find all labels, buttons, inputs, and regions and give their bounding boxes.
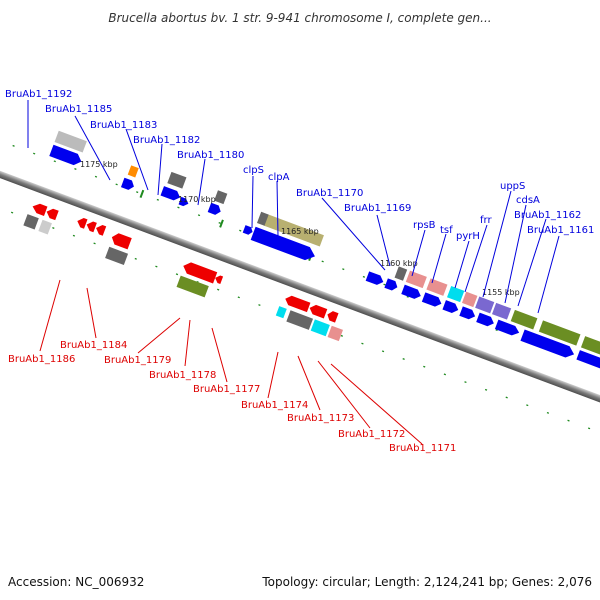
gene-label: BruAb1_1185 <box>45 104 112 115</box>
gene-BruAb1_1178 <box>176 275 209 298</box>
gene-label: clpA <box>268 172 290 183</box>
gene-cdsA <box>510 309 538 330</box>
cds-arrow-rev <box>285 295 311 313</box>
gene-clpA <box>263 214 324 247</box>
cds-arrow <box>421 292 442 307</box>
gene-label: BruAb1_1186 <box>8 354 75 365</box>
gene-label: uppS <box>500 181 525 192</box>
cds-arrow-rev <box>215 275 224 285</box>
cds-arrow-rev <box>96 225 107 236</box>
cds-arrow <box>365 271 384 285</box>
gene-label: BruAb1_1173 <box>287 413 354 424</box>
cds-arrow <box>242 225 253 235</box>
cds-arrow <box>442 300 459 313</box>
cds-arrow-rev <box>86 221 97 233</box>
gene-label: BruAb1_1178 <box>149 370 216 381</box>
gene-label: cdsA <box>516 195 540 206</box>
gene-rpsB <box>405 270 427 289</box>
tick-label: 1155 kbp <box>482 288 520 297</box>
cds-arrow <box>207 202 221 215</box>
gene-label: frr <box>480 215 492 226</box>
cds-arrow <box>576 350 600 369</box>
gene-label: BruAb1_1169 <box>344 203 411 214</box>
cds-arrow <box>49 144 82 166</box>
gene-label: BruAb1_1172 <box>338 429 405 440</box>
gene-BruAb1_1173 <box>286 310 314 330</box>
gene-clpS <box>256 211 269 226</box>
cds-arrow-rev <box>111 233 132 250</box>
reverse-genes <box>23 203 343 342</box>
tick-label: 1170 kbp <box>178 195 216 204</box>
gene-label: BruAb1_1184 <box>60 340 127 351</box>
forward-labels: BruAb1_1192 BruAb1_1185 BruAb1_1183 BruA… <box>5 89 594 242</box>
cds-arrow-rev <box>309 304 328 319</box>
gene-BruAb1_1183 <box>167 171 187 189</box>
cds-arrow <box>178 196 189 207</box>
reverse-leaders <box>39 279 423 445</box>
cds-arrow <box>384 278 398 291</box>
gene-BruAb1_1162 <box>538 320 581 346</box>
gene-cyan <box>275 306 287 319</box>
gene-BruAb1_1192 <box>54 130 87 153</box>
chromosome-backbone <box>0 150 600 423</box>
gene-orange <box>127 165 139 178</box>
gene-label: pyrH <box>456 231 480 242</box>
cds-arrow <box>494 319 520 336</box>
gene-label: BruAb1_1179 <box>104 355 171 366</box>
cds-arrow <box>520 329 575 358</box>
gene-BruAb1_1172 <box>310 319 330 337</box>
tick-label: 1175 kbp <box>80 160 118 169</box>
gene-label: rpsB <box>413 220 436 231</box>
gene-label: BruAb1_1174 <box>241 400 308 411</box>
forward-genes <box>49 130 600 369</box>
gene-label: BruAb1_1170 <box>296 188 363 199</box>
reverse-labels: BruAb1_1186 BruAb1_1184 BruAb1_1179 BruA… <box>8 340 456 454</box>
gene-BruAb1_1161 <box>580 336 600 358</box>
cds-arrow-rev <box>327 311 339 323</box>
gene-BruAb1_1184 <box>105 246 129 266</box>
gene-label: BruAb1_1171 <box>389 443 456 454</box>
gene-label: tsf <box>440 225 453 236</box>
cds-arrow <box>476 312 494 327</box>
cds-arrow <box>401 284 421 299</box>
gene-BruAb1_1170 <box>394 266 408 281</box>
cds-arrow-clpA <box>250 226 315 261</box>
cds-arrow-rev <box>32 203 48 216</box>
gene-BruAb1_1186 <box>23 214 39 230</box>
gene-BruAb1_1171 <box>327 325 343 342</box>
gene-label: BruAb1_1161 <box>527 225 594 236</box>
cds-arrow <box>160 186 181 201</box>
cds-arrow-rev <box>183 262 218 284</box>
gene-label: BruAb1_1182 <box>133 135 200 146</box>
gene-grey <box>38 219 52 235</box>
cds-arrow <box>120 177 134 190</box>
map-title: Brucella abortus bv. 1 str. 9-941 chromo… <box>108 11 491 25</box>
tick-label: 1165 kbp <box>281 227 319 236</box>
gene-label: clpS <box>243 165 264 176</box>
topology-text: Topology: circular; Length: 2,124,241 bp… <box>261 575 592 589</box>
accession-text: Accession: NC_006932 <box>8 575 144 589</box>
cds-arrow <box>459 306 476 320</box>
tick-label: 1160 kbp <box>380 259 418 268</box>
genome-track <box>0 130 600 450</box>
forward-leaders <box>27 100 560 314</box>
gene-label: BruAb1_1180 <box>177 150 244 161</box>
gene-label: BruAb1_1192 <box>5 89 72 100</box>
gene-label: BruAb1_1162 <box>514 210 581 221</box>
gene-BruAb1_1180 <box>214 190 228 205</box>
gene-rpsB-2 <box>426 278 448 296</box>
gene-uppS <box>491 302 512 320</box>
gene-frr <box>475 296 495 314</box>
cds-arrow-rev <box>77 218 88 229</box>
cds-arrow-rev <box>46 208 59 221</box>
gene-tsf <box>447 286 465 303</box>
gene-label: BruAb1_1183 <box>90 120 157 131</box>
gene-label: BruAb1_1177 <box>193 384 260 395</box>
gene-pyrH <box>462 291 478 308</box>
tick-labels: 1175 kbp 1170 kbp 1165 kbp 1160 kbp 1155… <box>80 160 520 297</box>
